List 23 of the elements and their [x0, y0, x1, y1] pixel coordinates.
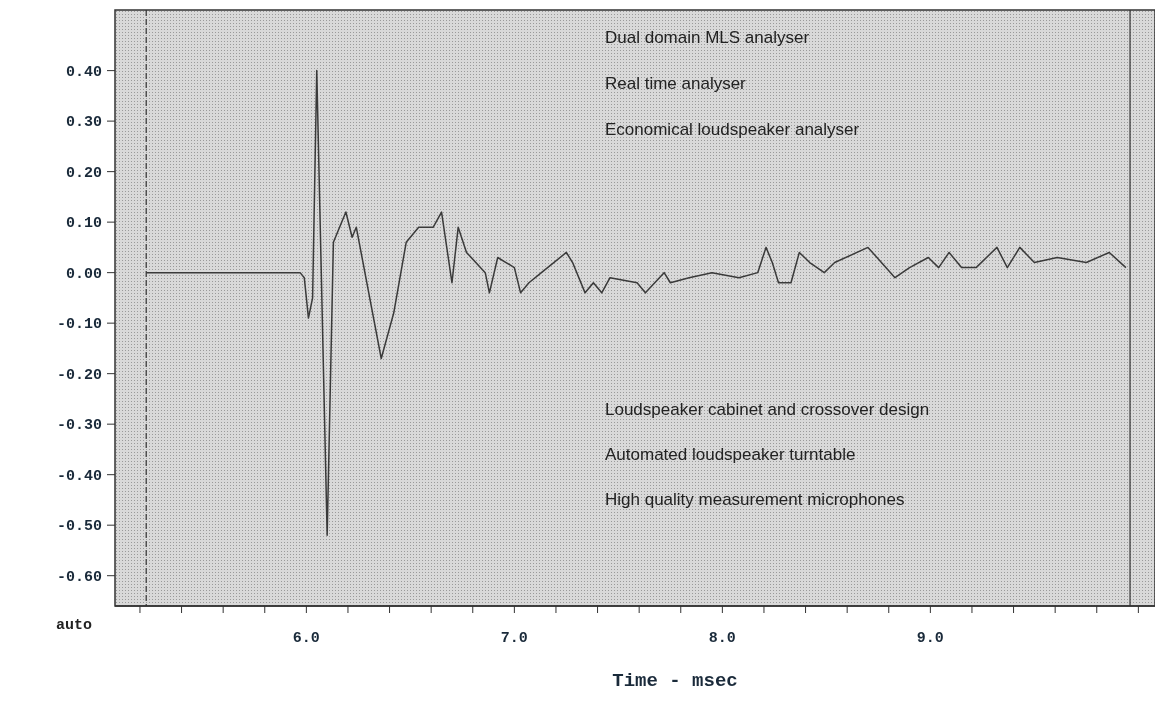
annotation: Real time analyser: [605, 74, 747, 93]
x-tick-label: 9.0: [916, 630, 944, 647]
y-tick-label: 0.40: [65, 63, 102, 81]
text: auto: [55, 617, 92, 634]
annotation: Loudspeaker cabinet and crossover design: [605, 400, 930, 419]
y-tick-label: -0.10: [56, 316, 102, 334]
y-tick-label: -0.40: [56, 467, 102, 485]
y-tick-label: 0.00: [65, 265, 102, 283]
x-tick-label: 7.0: [500, 630, 528, 647]
annotation: Automated loudspeaker turntable: [605, 445, 856, 464]
y-tick-label: -0.60: [56, 568, 102, 586]
x-axis-title: Time - msec: [612, 670, 738, 692]
y-tick-label: 0.20: [65, 164, 102, 182]
y-tick-label: 0.30: [65, 114, 102, 132]
annotation: Dual domain MLS analyser: [605, 28, 810, 47]
x-tick-label: 6.0: [292, 630, 320, 647]
annotation: High quality measurement microphones: [605, 490, 905, 509]
annotation: Economical loudspeaker analyser: [605, 120, 860, 139]
y-tick-label: 0.10: [65, 215, 102, 233]
y-tick-label: -0.30: [56, 417, 102, 435]
y-tick-label: -0.50: [56, 518, 102, 536]
x-tick-label: 8.0: [708, 630, 736, 647]
y-tick-label: -0.20: [56, 366, 102, 384]
